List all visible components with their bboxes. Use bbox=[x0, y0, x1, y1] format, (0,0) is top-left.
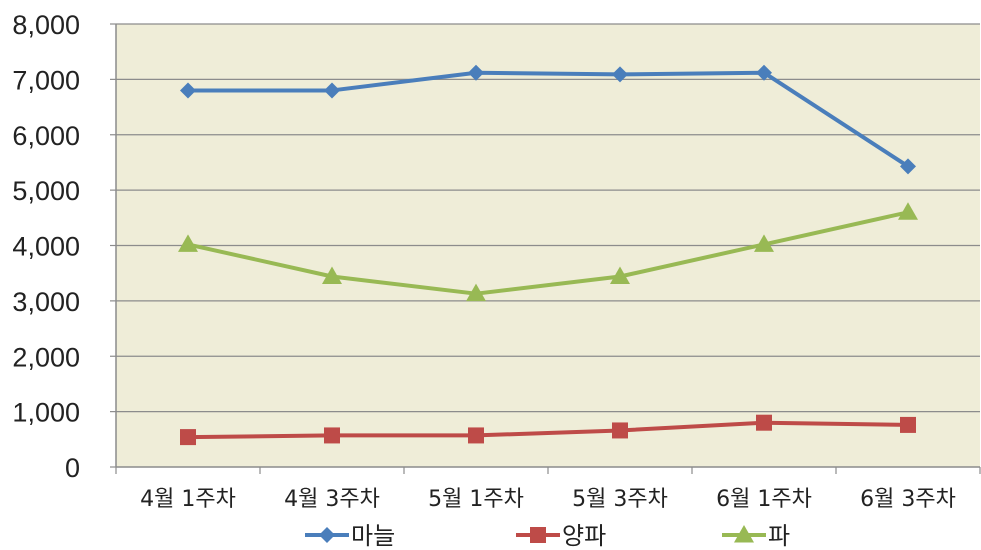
data-point bbox=[754, 234, 774, 252]
y-tick-label: 6,000 bbox=[12, 121, 80, 151]
series-line bbox=[187, 420, 909, 440]
x-tick-label: 5월 3주차 bbox=[572, 487, 668, 512]
data-point bbox=[898, 202, 918, 220]
legend-item: 파 bbox=[722, 522, 790, 550]
y-tick-label: 2,000 bbox=[12, 342, 80, 372]
legend-label: 양파 bbox=[562, 522, 606, 550]
data-point bbox=[900, 158, 916, 175]
legend-label: 파 bbox=[768, 522, 790, 550]
data-point bbox=[466, 283, 486, 302]
x-tick-label: 5월 1주차 bbox=[428, 487, 524, 512]
data-point bbox=[900, 416, 916, 433]
legend-label: 마늘 bbox=[351, 522, 395, 550]
data-point bbox=[612, 422, 628, 439]
data-point bbox=[322, 266, 342, 285]
y-tick-label: 3,000 bbox=[12, 287, 80, 317]
legend-marker bbox=[734, 525, 754, 543]
series bbox=[178, 64, 918, 446]
series-1 bbox=[180, 64, 916, 175]
legend-marker bbox=[530, 527, 546, 543]
y-tick-label: 0 bbox=[65, 453, 80, 483]
data-point bbox=[180, 429, 196, 446]
data-point bbox=[610, 266, 630, 285]
data-point bbox=[612, 66, 628, 83]
x-tick-labels: 4월 1주차 4월 3주차 5월 1주차 5월 3주차 6월 1주차 6월 3주차 bbox=[140, 487, 956, 512]
y-tick-labels: 0 1,000 2,000 3,000 4,000 5,000 6,000 7,000 8,00… bbox=[12, 10, 80, 483]
series-2 bbox=[180, 414, 916, 446]
legend-marker bbox=[319, 527, 335, 543]
data-point bbox=[468, 64, 484, 81]
data-point bbox=[756, 64, 772, 81]
legend: 마늘 양파 파 bbox=[305, 522, 790, 550]
data-point bbox=[180, 82, 196, 99]
y-tick-label: 7,000 bbox=[12, 65, 80, 95]
legend-item: 마늘 bbox=[305, 522, 395, 550]
data-point bbox=[468, 427, 484, 444]
data-point bbox=[324, 82, 340, 99]
legend-item: 양파 bbox=[516, 522, 606, 550]
data-point bbox=[178, 234, 198, 252]
x-tick-label: 4월 1주차 bbox=[140, 487, 236, 512]
y-tick-label: 1,000 bbox=[12, 398, 80, 428]
series-3 bbox=[178, 202, 918, 302]
series-line bbox=[187, 210, 909, 296]
x-tick-label: 6월 1주차 bbox=[716, 487, 812, 512]
data-point bbox=[324, 427, 340, 444]
axes bbox=[110, 23, 981, 474]
series-line bbox=[188, 70, 910, 168]
y-tick-label: 8,000 bbox=[12, 10, 80, 40]
y-tick-label: 5,000 bbox=[12, 176, 80, 206]
x-tick-label: 4월 3주차 bbox=[284, 487, 380, 512]
y-tick-label: 4,000 bbox=[12, 232, 80, 262]
gridlines bbox=[116, 23, 980, 413]
data-point bbox=[756, 414, 772, 431]
x-tick-label: 6월 3주차 bbox=[860, 487, 956, 512]
